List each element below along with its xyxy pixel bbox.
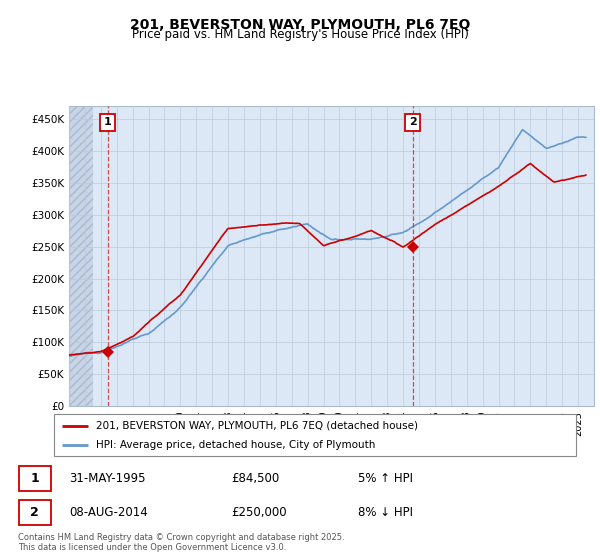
Text: HPI: Average price, detached house, City of Plymouth: HPI: Average price, detached house, City… (96, 440, 375, 450)
Text: Price paid vs. HM Land Registry's House Price Index (HPI): Price paid vs. HM Land Registry's House … (131, 28, 469, 41)
Text: 201, BEVERSTON WAY, PLYMOUTH, PL6 7EQ (detached house): 201, BEVERSTON WAY, PLYMOUTH, PL6 7EQ (d… (96, 421, 418, 431)
Text: 2: 2 (30, 506, 39, 519)
FancyBboxPatch shape (54, 414, 576, 456)
Text: 1: 1 (104, 118, 112, 127)
Text: 5% ↑ HPI: 5% ↑ HPI (358, 472, 413, 486)
Text: £250,000: £250,000 (231, 506, 287, 519)
Text: 08-AUG-2014: 08-AUG-2014 (70, 506, 148, 519)
Text: 1: 1 (30, 472, 39, 486)
Text: £84,500: £84,500 (231, 472, 279, 486)
Bar (69, 106, 93, 406)
Text: 2: 2 (409, 118, 416, 127)
Text: 8% ↓ HPI: 8% ↓ HPI (358, 506, 413, 519)
Text: Contains HM Land Registry data © Crown copyright and database right 2025.: Contains HM Land Registry data © Crown c… (18, 533, 344, 542)
Text: 201, BEVERSTON WAY, PLYMOUTH, PL6 7EQ: 201, BEVERSTON WAY, PLYMOUTH, PL6 7EQ (130, 18, 470, 32)
FancyBboxPatch shape (19, 500, 50, 525)
Text: This data is licensed under the Open Government Licence v3.0.: This data is licensed under the Open Gov… (18, 543, 286, 552)
Text: 31-MAY-1995: 31-MAY-1995 (70, 472, 146, 486)
FancyBboxPatch shape (19, 466, 50, 492)
